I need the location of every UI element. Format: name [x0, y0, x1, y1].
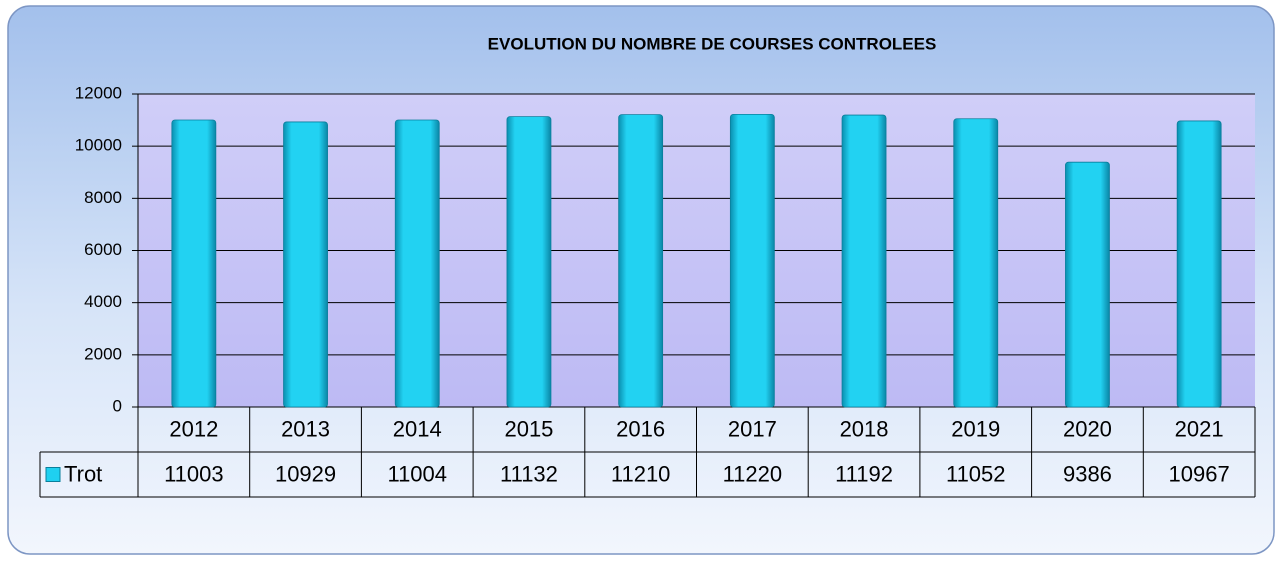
legend-swatch	[45, 467, 61, 482]
table-value: 11052	[946, 461, 1006, 486]
table-value: 11220	[723, 461, 783, 486]
y-tick-label: 12000	[75, 83, 122, 102]
y-tick-label: 8000	[84, 188, 122, 207]
x-tick-label: 2021	[1175, 416, 1224, 441]
x-tick-label: 2013	[281, 416, 330, 441]
chart-title: EVOLUTION DU NOMBRE DE COURSES CONTROLEE…	[488, 34, 937, 53]
x-tick-label: 2015	[504, 416, 553, 441]
y-tick-label: 6000	[84, 240, 122, 259]
table-value: 11003	[164, 461, 224, 486]
table-value: 11192	[835, 461, 893, 486]
bar	[1176, 120, 1222, 408]
bar	[953, 118, 999, 408]
bar	[283, 121, 328, 408]
bar	[841, 114, 887, 408]
table-value: 11132	[500, 461, 558, 486]
x-tick-label: 2016	[616, 416, 665, 441]
table-value: 10929	[275, 461, 336, 486]
table-value: 9386	[1063, 461, 1112, 486]
bar	[1065, 161, 1110, 408]
bar	[729, 113, 775, 408]
x-tick-label: 2019	[951, 416, 1000, 441]
y-tick-label: 10000	[75, 136, 122, 155]
table-value: 11210	[611, 461, 671, 486]
y-tick-label: 0	[113, 396, 122, 415]
bar	[506, 116, 552, 408]
x-tick-label: 2020	[1063, 416, 1112, 441]
x-tick-label: 2012	[169, 416, 218, 441]
bar	[394, 119, 440, 408]
y-tick-label: 4000	[84, 292, 122, 311]
x-tick-label: 2014	[393, 416, 442, 441]
legend-label: Trot	[64, 461, 102, 486]
x-tick-label: 2018	[840, 416, 889, 441]
x-tick-label: 2017	[728, 416, 777, 441]
y-tick-label: 2000	[84, 344, 122, 363]
table-value: 11004	[387, 461, 447, 486]
bar	[618, 114, 664, 408]
table-value: 10967	[1169, 461, 1230, 486]
bar	[171, 119, 217, 408]
